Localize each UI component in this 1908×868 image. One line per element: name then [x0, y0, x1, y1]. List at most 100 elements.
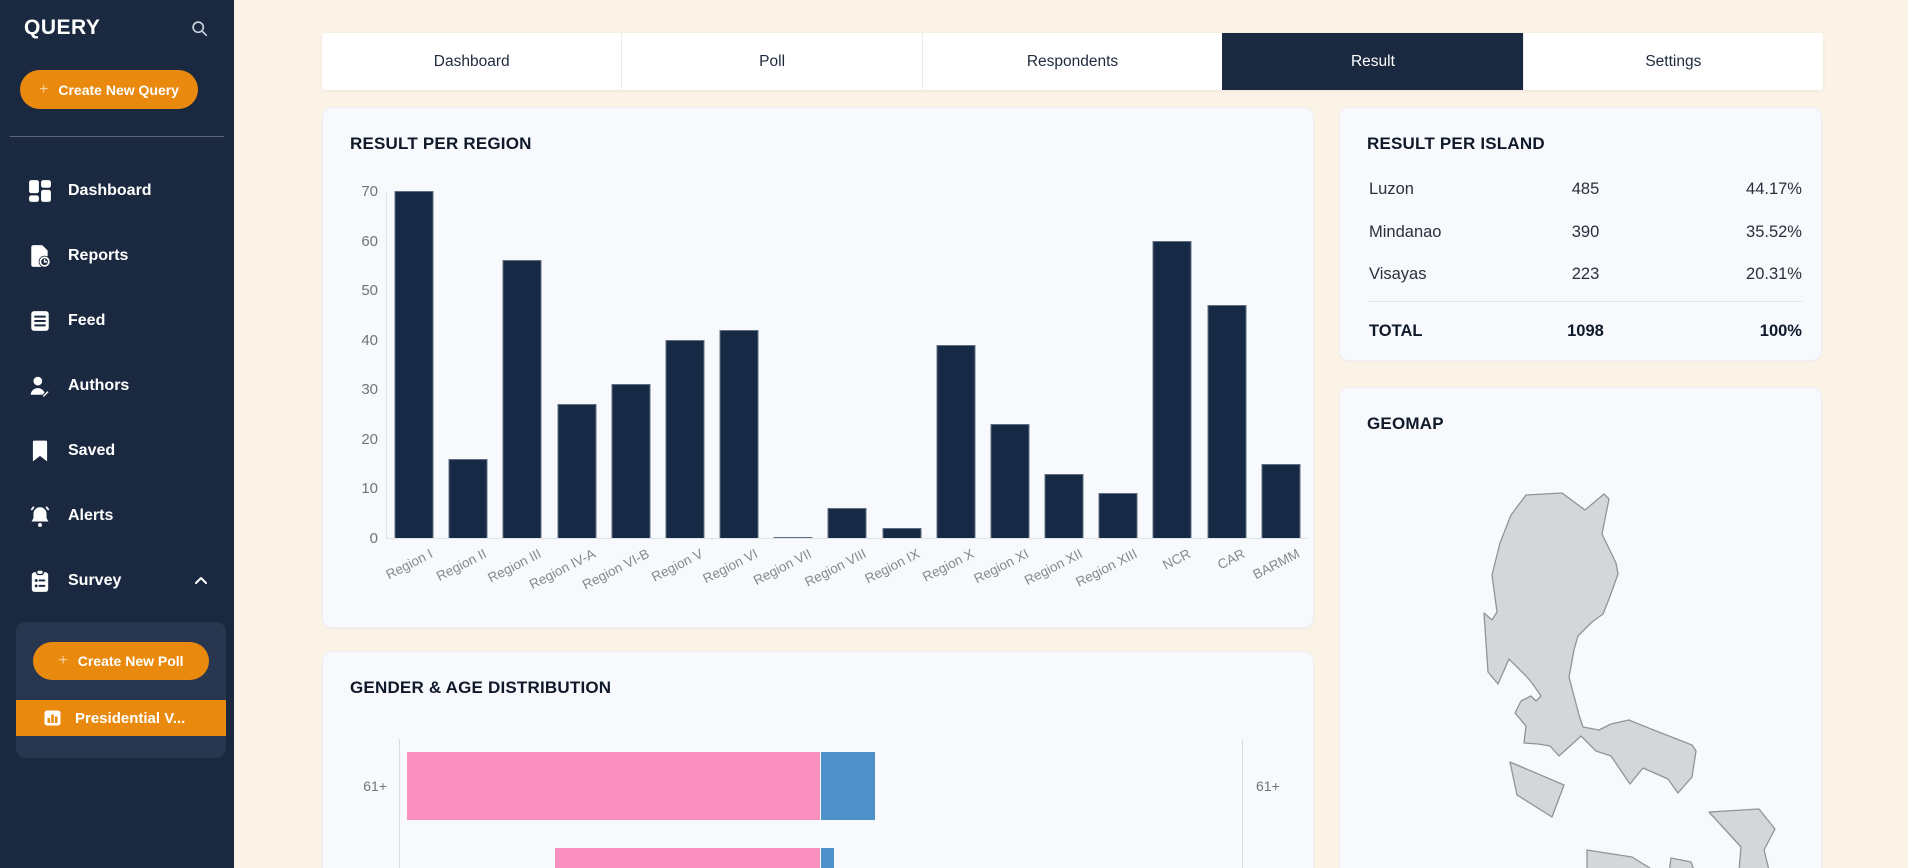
total-count: 1098 — [1567, 322, 1604, 340]
island-percent: 20.31% — [1746, 265, 1802, 283]
bookmark-icon — [32, 440, 48, 461]
male-bar — [820, 848, 835, 868]
sidebar-item-label: Reports — [68, 246, 129, 264]
samar-shape — [1708, 808, 1776, 868]
region-bar — [882, 528, 922, 538]
bar-slot: Region IV-A — [526, 192, 604, 592]
tab-poll[interactable]: Poll — [621, 33, 921, 90]
tab-settings[interactable]: Settings — [1522, 33, 1823, 90]
table-row: Visayas 223 20.31% — [1369, 263, 1802, 285]
sidebar-item-feed[interactable]: Feed — [0, 288, 234, 353]
y-axis-tick: 60 — [361, 232, 378, 250]
divider — [1368, 301, 1802, 302]
y-axis-tick: 40 — [361, 331, 378, 349]
sidebar-item-presidential-poll[interactable]: Presidential V... — [16, 700, 226, 736]
bar-slot: Region V — [649, 192, 712, 585]
table-total-row: TOTAL 1098 100% — [1369, 320, 1802, 342]
bar-slot: BARMM — [1250, 192, 1308, 582]
bar-slot: Region XI — [971, 192, 1037, 586]
x-axis-label: Region II — [434, 546, 490, 584]
bar-slot: Region VII — [751, 192, 820, 588]
tab-bar: Dashboard Poll Respondents Result Settin… — [322, 33, 1823, 90]
x-axis-label: Region I — [383, 546, 435, 583]
region-bar — [1152, 240, 1192, 538]
sidebar: QUERY + Create New Query Dashboard Repor… — [0, 0, 234, 868]
tab-respondents[interactable]: Respondents — [921, 33, 1222, 90]
bar-chart-icon — [44, 710, 61, 726]
x-axis-label: Region IX — [862, 546, 923, 587]
x-axis-label: Region VIII — [801, 546, 869, 590]
chevron-up-icon[interactable] — [194, 574, 208, 588]
female-bar — [554, 848, 821, 868]
region-bar — [394, 191, 434, 538]
island-percent: 35.52% — [1746, 223, 1802, 241]
region-bar — [990, 424, 1030, 538]
bar-slot: Region III — [485, 192, 549, 586]
table-row: Luzon 485 44.17% — [1369, 178, 1802, 200]
geomap-card: GEOMAP — [1339, 387, 1822, 868]
sidebar-item-alerts[interactable]: Alerts — [0, 483, 234, 548]
report-clock-icon — [31, 244, 51, 268]
create-new-poll-button[interactable]: + Create New Poll — [33, 642, 209, 680]
clipboard-icon — [31, 568, 49, 592]
x-axis-label: Region VI — [700, 546, 760, 587]
sidebar-item-saved[interactable]: Saved — [0, 418, 234, 483]
sidebar-item-label: Authors — [68, 376, 130, 394]
sidebar-item-label: Survey — [68, 571, 122, 589]
sidebar-item-reports[interactable]: Reports — [0, 223, 234, 288]
sidebar-item-authors[interactable]: Authors — [0, 353, 234, 418]
island-name: Mindanao — [1369, 223, 1442, 241]
region-bar — [773, 537, 813, 538]
tab-dashboard[interactable]: Dashboard — [433, 52, 510, 70]
luzon-shape — [1483, 492, 1697, 794]
plus-icon: + — [58, 652, 68, 669]
card-title: RESULT PER ISLAND — [1367, 134, 1545, 153]
x-axis-label: BARMM — [1250, 546, 1302, 583]
x-axis-label: Region V — [649, 546, 706, 585]
sidebar-item-survey[interactable]: Survey — [0, 548, 234, 613]
x-axis-label: Region XI — [971, 546, 1031, 587]
sidebar-item-label: Alerts — [68, 506, 114, 524]
bar-slot: Region X — [920, 192, 983, 585]
philippines-map — [1483, 492, 1776, 868]
age-group-label: 61+ — [363, 778, 387, 794]
gender-age-card: GENDER & AGE DISTRIBUTION 61+ 61+ — [322, 651, 1314, 868]
active-poll-label: Presidential V... — [75, 709, 186, 727]
bar-slot: CAR — [1200, 192, 1254, 572]
x-axis-label: NCR — [1160, 546, 1194, 573]
region-bar — [1098, 493, 1138, 538]
tab-result[interactable]: Result — [1222, 33, 1523, 90]
region-bar — [557, 404, 597, 538]
survey-submenu: + Create New Poll Presidential V... — [16, 622, 226, 758]
app-title: QUERY — [24, 16, 101, 39]
bell-icon — [30, 505, 50, 527]
bar-slot: Region VI — [700, 192, 766, 586]
result-per-island-card: RESULT PER ISLAND Luzon 485 44.17% Minda… — [1339, 107, 1822, 361]
create-new-query-button[interactable]: + Create New Query — [20, 70, 198, 109]
y-axis-tick: 0 — [369, 530, 378, 547]
x-axis-label: Region X — [920, 546, 977, 585]
feed-icon — [31, 310, 49, 331]
card-title: GEOMAP — [1367, 414, 1444, 433]
region-bar-chart: Region I Region II Region III Region IV-A Re… — [383, 191, 1308, 592]
search-icon[interactable] — [191, 20, 208, 37]
sidebar-item-label: Saved — [68, 441, 116, 459]
x-axis-label: CAR — [1215, 546, 1248, 573]
x-axis-label: Region XIII — [1072, 546, 1140, 590]
region-bar — [719, 329, 759, 538]
age-group-label: 61+ — [1256, 778, 1280, 794]
island-count: 390 — [1571, 223, 1600, 241]
result-per-region-card: RESULT PER REGION 70 60 50 40 30 20 10 0 Region… — [322, 107, 1314, 628]
card-title: GENDER & AGE DISTRIBUTION — [350, 678, 612, 697]
sidebar-divider — [10, 136, 224, 137]
island-percent: 44.17% — [1746, 180, 1802, 198]
bar-slot: Region VIII — [802, 192, 874, 590]
card-title: RESULT PER REGION — [350, 134, 532, 153]
island-count: 223 — [1571, 265, 1600, 283]
table-row: Mindanao 390 35.52% — [1369, 221, 1802, 243]
sidebar-item-dashboard[interactable]: Dashboard — [0, 158, 234, 223]
female-bar — [407, 752, 821, 820]
bar-slot: Region I — [383, 191, 441, 582]
bar-slot: Region II — [434, 192, 495, 584]
bar-slot: Region VI-B — [580, 192, 658, 592]
